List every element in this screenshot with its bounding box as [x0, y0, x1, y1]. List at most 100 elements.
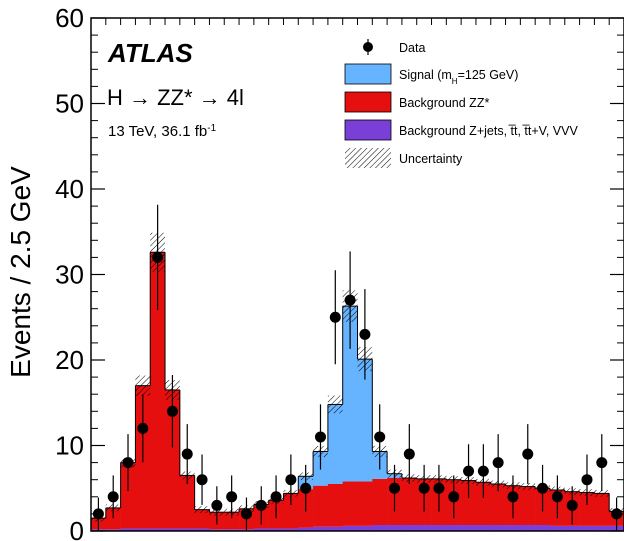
- zjets-bar: [224, 529, 240, 531]
- legend-signal-swatch: [344, 63, 392, 85]
- data-point: [152, 251, 164, 263]
- legend-zjets-label: Background Z+jets, t̅t, t̅t+V, VVV: [399, 124, 578, 138]
- y-tick-label: 60: [55, 3, 84, 33]
- data-point: [374, 431, 386, 443]
- zz-bar: [313, 485, 329, 527]
- zjets-bar: [461, 525, 477, 531]
- y-axis: 0 10 20 30 40 50 60: [55, 3, 624, 541]
- data-point: [137, 422, 149, 434]
- zz-bar: [224, 512, 240, 530]
- data-point: [329, 311, 341, 323]
- data-point: [300, 482, 312, 494]
- energy-lumi-label: 13 TeV, 36.1 fb-1: [108, 123, 217, 141]
- data-points: [92, 204, 623, 531]
- data-point: [418, 482, 430, 494]
- legend-zjets-swatch: [344, 119, 392, 141]
- zz-bar: [594, 493, 610, 526]
- data-point: [211, 499, 223, 511]
- zjets-bar: [150, 528, 166, 531]
- zjets-bar: [253, 528, 269, 531]
- zz-bar: [401, 477, 418, 526]
- uncertainty-band-bin: [327, 395, 343, 414]
- y-tick-label: 20: [55, 345, 84, 375]
- y-tick-label: 10: [55, 431, 84, 461]
- legend-zz-swatch: [344, 91, 392, 113]
- data-point: [344, 294, 356, 306]
- zjets-bar: [327, 526, 343, 531]
- uncertainty-band-bin: [520, 483, 536, 490]
- zjets-bar: [179, 528, 195, 531]
- zjets-bar: [135, 528, 151, 531]
- uncertainty-band-bin: [194, 506, 210, 514]
- zjets-bar: [431, 525, 447, 531]
- legend-uncertainty-label: Uncertainty: [399, 152, 463, 166]
- data-point: [596, 457, 608, 469]
- data-point: [92, 508, 104, 520]
- zz-bar: [579, 492, 595, 526]
- zjets-bar: [387, 525, 403, 531]
- process-label: H → ZZ* → 4l: [107, 85, 244, 110]
- data-point: [433, 482, 445, 494]
- data-point: [122, 457, 134, 469]
- zjets-bar: [475, 525, 492, 531]
- legend-data-marker: [363, 42, 373, 52]
- legend: Data Signal (mH=125 GeV) Background ZZ* …: [344, 39, 578, 168]
- data-point: [255, 499, 267, 511]
- data-point: [507, 491, 519, 503]
- data-point: [314, 431, 326, 443]
- legend-uncertainty-swatch: [345, 148, 391, 168]
- zz-bar: [372, 478, 388, 526]
- data-point: [537, 482, 549, 494]
- zz-bar: [520, 486, 536, 526]
- data-point: [463, 465, 475, 477]
- zjets-bar: [268, 528, 284, 531]
- zjets-bar: [594, 525, 610, 531]
- data-point: [581, 474, 593, 486]
- y-tick-label: 50: [55, 89, 84, 119]
- data-point: [270, 491, 282, 503]
- zz-bar: [120, 462, 136, 529]
- data-point: [226, 491, 238, 503]
- legend-data-label: Data: [399, 41, 425, 55]
- zjets-bar: [505, 525, 521, 531]
- data-point: [285, 474, 297, 486]
- uncertainty-band-bin: [135, 375, 151, 396]
- uncertainty-band-bin: [594, 489, 610, 497]
- zz-bar: [179, 475, 195, 529]
- data-point: [389, 482, 401, 494]
- zjets-bar: [535, 525, 551, 531]
- zjets-bar: [401, 525, 418, 531]
- legend-signal-label: Signal (mH=125 GeV): [399, 68, 518, 86]
- data-point: [107, 491, 119, 503]
- zjets-bar: [579, 525, 595, 531]
- zz-bar: [357, 481, 373, 526]
- zjets-bar: [357, 525, 373, 531]
- zjets-bar: [549, 525, 566, 531]
- data-point: [359, 328, 371, 340]
- y-axis-label: Events / 2.5 GeV: [5, 166, 36, 378]
- zjets-bar: [372, 525, 388, 531]
- data-point: [522, 448, 534, 460]
- zz-bar: [342, 481, 358, 526]
- zjets-bar: [342, 525, 358, 531]
- zjets-bar: [416, 525, 432, 531]
- zjets-bar: [298, 527, 314, 531]
- atlas-label: ATLAS: [107, 38, 193, 68]
- data-point: [240, 508, 252, 520]
- signal-bar: [342, 306, 358, 482]
- legend-zz-label: Background ZZ*: [399, 96, 489, 110]
- y-tick-label: 40: [55, 174, 84, 204]
- data-point: [166, 405, 178, 417]
- zjets-bar: [283, 528, 299, 531]
- zjets-bar: [105, 529, 121, 531]
- zz-bar: [490, 483, 506, 526]
- zjets-bar: [313, 526, 329, 531]
- data-point: [196, 474, 208, 486]
- signal-bar: [327, 404, 343, 484]
- zjets-bar: [120, 528, 136, 531]
- y-tick-label: 0: [70, 516, 84, 541]
- data-point: [181, 448, 193, 460]
- data-point: [611, 508, 623, 520]
- zz-bar: [165, 389, 181, 529]
